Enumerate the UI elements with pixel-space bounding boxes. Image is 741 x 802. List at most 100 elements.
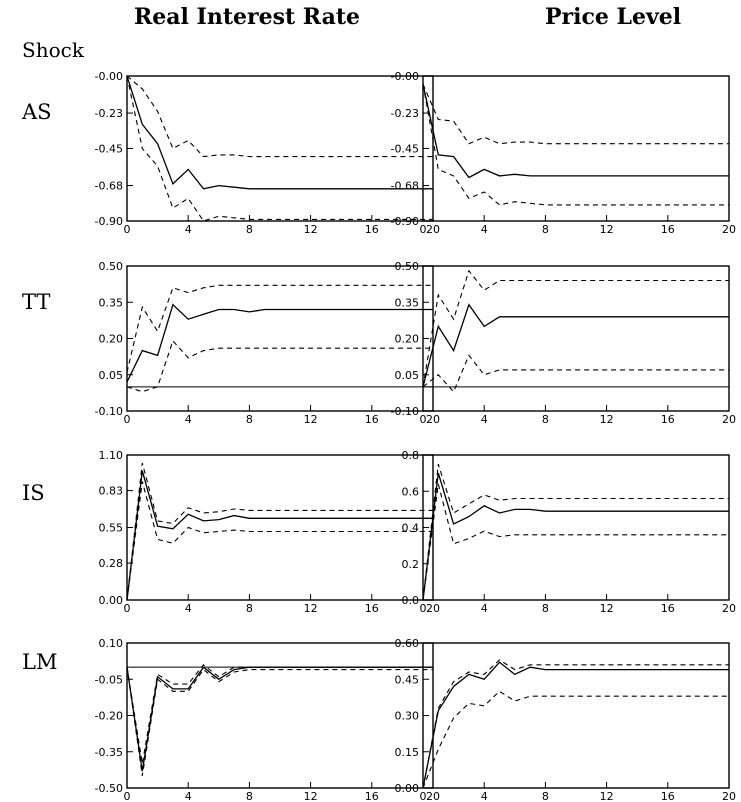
x-tick-label: 12 — [304, 413, 318, 426]
upper-band-line — [422, 269, 729, 387]
y-tick-label: -0.45 — [391, 143, 419, 156]
lower-band-line — [422, 354, 729, 393]
x-tick-label: 12 — [600, 790, 614, 802]
row-label-is: IS — [22, 481, 45, 505]
y-tick-label: 0.6 — [402, 485, 420, 498]
x-tick-label: 16 — [661, 790, 675, 802]
y-tick-label: -0.23 — [391, 107, 419, 120]
x-tick-label: 12 — [304, 602, 318, 615]
panel-lm-rate: -0.50 -0.35 -0.20 -0.05 0.10 0 4 8 12 16 20 — [95, 637, 440, 802]
x-tick-label: 12 — [600, 413, 614, 426]
row-label-lm: LM — [22, 650, 58, 674]
y-tick-label: 0.50 — [395, 260, 420, 273]
x-tick-label: 4 — [481, 790, 488, 802]
x-tick-label: 16 — [661, 602, 675, 615]
y-tick-label: -0.00 — [391, 70, 419, 83]
x-tick-label: 0 — [124, 223, 131, 236]
response-line — [422, 303, 729, 387]
x-tick-label: 4 — [185, 413, 192, 426]
upper-band-line — [422, 83, 729, 145]
response-line — [126, 303, 433, 383]
y-tick-label: -0.90 — [95, 215, 123, 228]
x-tick-label: 0 — [420, 223, 427, 236]
y-tick-label: 0.8 — [402, 449, 420, 462]
panel-is-price: 0.0 0.2 0.4 0.6 0.8 0 4 8 12 16 20 — [402, 449, 737, 615]
x-tick-label: 4 — [185, 790, 192, 802]
y-tick-label: -0.35 — [95, 746, 123, 759]
x-tick-label: 12 — [600, 602, 614, 615]
x-tick-label: 0 — [420, 413, 427, 426]
x-tick-label: 0 — [420, 602, 427, 615]
upper-band-line — [126, 664, 433, 764]
x-tick-label: 8 — [246, 223, 253, 236]
column-title-real-interest-rate: Real Interest Rate — [134, 4, 360, 30]
x-tick-label: 20 — [722, 223, 736, 236]
x-tick-label: 12 — [304, 223, 318, 236]
y-tick-label: 0.45 — [395, 673, 420, 686]
y-tick-label: -0.23 — [95, 107, 123, 120]
x-tick-label: 4 — [481, 413, 488, 426]
x-tick-label: 20 — [426, 413, 440, 426]
y-tick-label: 0.35 — [99, 296, 124, 309]
plot-frame — [422, 265, 730, 412]
upper-band-line — [126, 462, 433, 601]
row-label-tt: TT — [22, 290, 51, 314]
x-tick-label: 8 — [246, 602, 253, 615]
y-tick-label: -0.45 — [95, 143, 123, 156]
y-tick-label: 0.55 — [99, 522, 124, 535]
x-tick-label: 16 — [661, 223, 675, 236]
plot-frame — [422, 454, 730, 601]
x-tick-label: 4 — [185, 223, 192, 236]
x-tick-label: 16 — [365, 223, 379, 236]
y-tick-label: 0.0 — [402, 594, 420, 607]
y-tick-label: -0.68 — [95, 180, 123, 193]
response-line — [422, 472, 729, 601]
lower-band-line — [422, 483, 729, 601]
y-tick-label: 0.4 — [402, 522, 420, 535]
x-tick-label: 8 — [542, 602, 549, 615]
y-tick-label: -0.00 — [95, 70, 123, 83]
x-tick-label: 20 — [426, 790, 440, 802]
panel-lm-price: 0.00 0.15 0.30 0.45 0.60 0 4 8 12 16 20 — [395, 637, 737, 802]
plot-frame — [422, 75, 730, 222]
y-tick-label: -0.10 — [391, 405, 419, 418]
shock-header: Shock — [22, 38, 84, 62]
x-tick-label: 20 — [722, 413, 736, 426]
x-tick-label: 8 — [542, 413, 549, 426]
upper-band-line — [126, 284, 433, 373]
panel-tt-price: -0.10 0.05 0.20 0.35 0.50 0 4 8 12 16 20 — [391, 260, 736, 426]
lower-band-line — [126, 339, 433, 393]
x-tick-label: 16 — [661, 413, 675, 426]
y-tick-label: -0.10 — [95, 405, 123, 418]
y-tick-label: 0.00 — [395, 782, 420, 795]
y-tick-label: -0.05 — [95, 673, 123, 686]
y-tick-label: 0.20 — [99, 333, 124, 346]
x-tick-label: 20 — [426, 223, 440, 236]
y-tick-label: 0.50 — [99, 260, 124, 273]
y-tick-label: 0.30 — [395, 710, 420, 723]
panel-as-rate: -0.90 -0.68 -0.45 -0.23 -0.00 0 4 8 12 16 20 — [95, 70, 440, 236]
upper-band-line — [422, 463, 729, 601]
x-tick-label: 12 — [304, 790, 318, 802]
y-tick-label: 0.15 — [395, 746, 420, 759]
x-tick-label: 20 — [722, 790, 736, 802]
y-tick-label: 0.83 — [99, 485, 124, 498]
y-tick-label: 0.00 — [99, 594, 124, 607]
x-tick-label: 0 — [420, 790, 427, 802]
lower-band-line — [422, 84, 729, 206]
response-line — [422, 83, 729, 179]
y-tick-label: -0.50 — [95, 782, 123, 795]
panel-as-price: -0.90 -0.68 -0.45 -0.23 -0.00 0 4 8 12 16 20 — [391, 70, 736, 236]
x-tick-label: 4 — [185, 602, 192, 615]
x-tick-label: 20 — [426, 602, 440, 615]
y-tick-label: 0.10 — [99, 637, 124, 650]
x-tick-label: 4 — [481, 223, 488, 236]
panel-is-rate: 0.000.280.550.831.100 4 8 12 16 20 — [99, 449, 441, 615]
y-tick-label: -0.90 — [391, 215, 419, 228]
response-line — [126, 666, 433, 772]
lower-band-line — [126, 481, 433, 601]
upper-band-line — [126, 75, 433, 158]
x-tick-label: 8 — [246, 790, 253, 802]
x-tick-label: 8 — [542, 790, 549, 802]
